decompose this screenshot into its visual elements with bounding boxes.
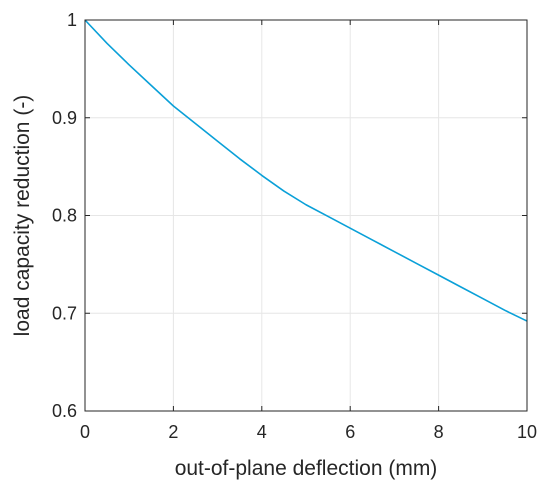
grid-lines [84, 19, 528, 412]
x-tick-label: 8 [434, 422, 444, 442]
y-tick-label: 0.9 [52, 108, 77, 128]
y-axis-label: load capacity reduction (-) [11, 95, 34, 337]
x-tick-label: 10 [517, 422, 537, 442]
x-axis-label: out-of-plane deflection (mm) [175, 457, 438, 480]
x-tick-labels: 0 2 4 6 8 10 [80, 422, 537, 442]
x-tick-label: 2 [168, 422, 178, 442]
y-tick-labels: 0.6 0.7 0.8 0.9 1 [52, 10, 77, 421]
x-tick-label: 6 [345, 422, 355, 442]
x-tick-label: 4 [257, 422, 267, 442]
series-group [84, 19, 528, 322]
y-tick-label: 0.7 [52, 303, 77, 323]
tick-marks [84, 19, 528, 412]
series-line [84, 19, 528, 322]
x-tick-label: 0 [80, 422, 90, 442]
y-tick-label: 1 [67, 10, 77, 30]
y-tick-label: 0.6 [52, 401, 77, 421]
y-tick-label: 0.8 [52, 206, 77, 226]
